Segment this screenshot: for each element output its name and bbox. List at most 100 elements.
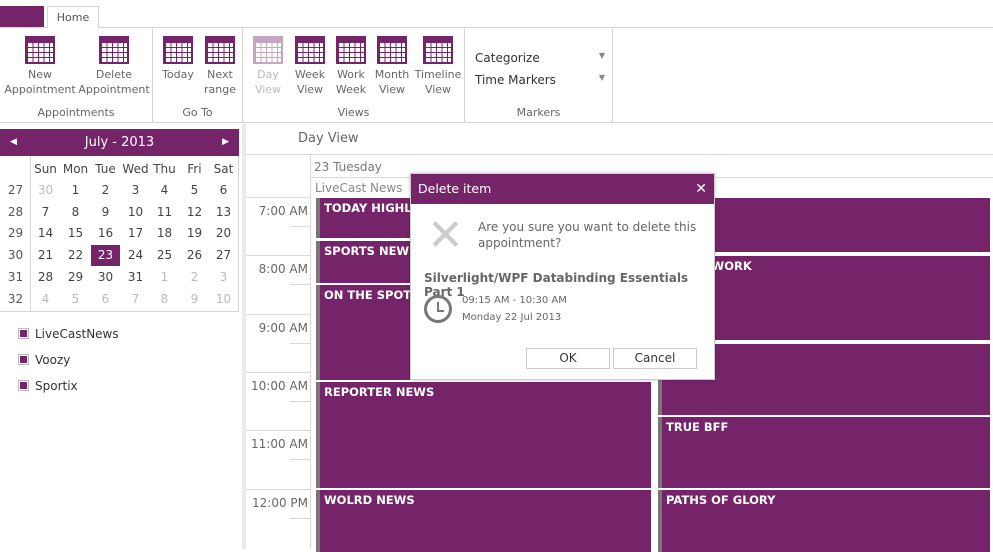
calendar-day[interactable]: 18 xyxy=(156,226,173,241)
label: New xyxy=(28,68,52,81)
label: Categorize xyxy=(475,51,540,65)
calendar-day[interactable]: 10 xyxy=(127,204,144,219)
calendar-day[interactable]: 5 xyxy=(71,291,80,306)
checkbox[interactable] xyxy=(18,380,29,391)
time-markers-dropdown[interactable]: Time Markers ▼ xyxy=(475,73,605,87)
calendar-day[interactable]: 24 xyxy=(127,248,144,263)
tab-home[interactable]: Home xyxy=(47,6,99,28)
calendar-day[interactable]: 29 xyxy=(67,269,84,284)
delete-appointment-button[interactable]: Delete Appointment xyxy=(78,36,150,97)
ok-button[interactable]: OK xyxy=(526,348,610,369)
label: Today xyxy=(162,68,194,81)
calendar-day[interactable]: 9 xyxy=(101,204,110,219)
calendar-day[interactable]: 16 xyxy=(97,226,114,241)
calendar-day[interactable]: 8 xyxy=(71,204,80,219)
weekday-header: Thu xyxy=(153,162,176,176)
divider xyxy=(290,284,311,286)
calendar-day[interactable]: 7 xyxy=(41,204,50,219)
next-month-icon[interactable]: ▶ xyxy=(222,137,229,147)
delete-x-icon: ✕ xyxy=(427,210,464,261)
calendar-day[interactable]: 28 xyxy=(37,269,54,284)
calendar-day[interactable]: 1 xyxy=(160,269,169,284)
calendar-day[interactable]: 4 xyxy=(41,291,50,306)
day-view-button[interactable]: Day View xyxy=(249,36,287,97)
label: View xyxy=(296,83,324,96)
checkbox[interactable] xyxy=(18,328,29,339)
calendar-day[interactable]: 5 xyxy=(190,183,199,197)
application-menu-button[interactable] xyxy=(0,6,44,27)
calendar-day[interactable]: 6 xyxy=(101,291,110,306)
calendar-day[interactable]: 7 xyxy=(131,291,140,306)
calendar-day[interactable]: 8 xyxy=(160,291,169,306)
calendar-day[interactable]: 30 xyxy=(37,183,54,197)
markers-group: Categorize ▼ Time Markers ▼ Markers xyxy=(465,28,613,123)
calendar-day[interactable]: 30 xyxy=(97,269,114,284)
label: View xyxy=(378,83,406,96)
calendar-day[interactable]: 3 xyxy=(131,183,140,197)
divider xyxy=(310,154,311,549)
calendar-day[interactable]: 2 xyxy=(101,183,110,197)
calendar-day[interactable]: 22 xyxy=(67,248,84,263)
label: View xyxy=(254,83,282,96)
timeline-view-button[interactable]: Timeline View xyxy=(414,36,462,97)
calendar-day[interactable]: 17 xyxy=(127,226,144,241)
label: LiveCastNews xyxy=(35,327,119,341)
prev-month-icon[interactable]: ◀ xyxy=(10,137,17,147)
appointment[interactable]: TRUE BFF xyxy=(658,417,990,488)
resource-livecastnews[interactable]: LiveCastNews xyxy=(18,327,119,341)
next-range-button[interactable]: Next range xyxy=(201,36,239,97)
label: Voozy xyxy=(35,353,71,367)
calendar-day[interactable]: 26 xyxy=(186,248,203,263)
dropdown-arrow-icon: ▼ xyxy=(598,73,605,82)
dialog-title: Delete item xyxy=(418,181,492,196)
calendar-day[interactable]: 31 xyxy=(127,269,144,284)
close-icon[interactable]: ✕ xyxy=(695,181,707,197)
group-label: Go To xyxy=(182,106,213,119)
resource-sportix[interactable]: Sportix xyxy=(18,379,78,393)
weekday-header: Sat xyxy=(213,162,234,176)
calendar-day[interactable]: 15 xyxy=(67,226,84,241)
week-view-button[interactable]: Week View xyxy=(291,36,329,97)
splitter[interactable] xyxy=(242,124,246,549)
group-label: Appointments xyxy=(37,106,115,119)
month-view-button[interactable]: Month View xyxy=(372,36,412,97)
appointment[interactable]: PATHS OF GLORY xyxy=(658,490,990,552)
calendar-day[interactable]: 14 xyxy=(37,226,54,241)
new-appointment-button[interactable]: New Appointment xyxy=(4,36,76,97)
categorize-dropdown[interactable]: Categorize ▼ xyxy=(475,51,605,65)
calendar-day[interactable]: 20 xyxy=(215,226,232,241)
calendar-day[interactable]: 9 xyxy=(190,291,199,306)
label: Sportix xyxy=(35,379,78,393)
calendar-day[interactable]: 23 xyxy=(91,245,120,267)
calendar-day[interactable]: 10 xyxy=(215,291,232,306)
appointment-time: 09:15 AM - 10:30 AM xyxy=(462,295,567,306)
today-button[interactable]: Today xyxy=(159,36,197,82)
calendar-day[interactable]: 19 xyxy=(186,226,203,241)
calendar-day[interactable]: 21 xyxy=(37,248,54,263)
calendar-day[interactable]: 27 xyxy=(215,248,232,263)
calendar-day[interactable]: 1 xyxy=(71,183,80,197)
resource-voozy[interactable]: Voozy xyxy=(18,353,70,367)
appointment[interactable]: REPORTER NEWS xyxy=(316,382,651,488)
calendar-day[interactable]: 25 xyxy=(156,248,173,263)
divider xyxy=(246,154,993,155)
calendar-day[interactable]: 13 xyxy=(215,204,232,219)
divider xyxy=(246,255,311,257)
label: Month xyxy=(374,68,410,81)
week-view-icon xyxy=(295,36,325,64)
divider xyxy=(246,430,311,432)
appointment[interactable]: WOLRD NEWS xyxy=(316,490,651,552)
week-number: 27 xyxy=(7,183,24,197)
calendar-day[interactable]: 4 xyxy=(160,183,169,197)
calendar-day[interactable]: 11 xyxy=(156,204,173,219)
calendar-day[interactable]: 2 xyxy=(190,269,199,284)
label: View xyxy=(424,83,452,96)
calendar-day[interactable]: 3 xyxy=(219,269,228,284)
checkbox[interactable] xyxy=(18,354,29,365)
work-week-button[interactable]: Work Week xyxy=(332,36,370,97)
label: Week xyxy=(294,68,326,81)
cancel-button[interactable]: Cancel xyxy=(613,348,697,369)
label: Week xyxy=(335,83,367,96)
calendar-day[interactable]: 6 xyxy=(219,183,228,197)
calendar-day[interactable]: 12 xyxy=(186,204,203,219)
